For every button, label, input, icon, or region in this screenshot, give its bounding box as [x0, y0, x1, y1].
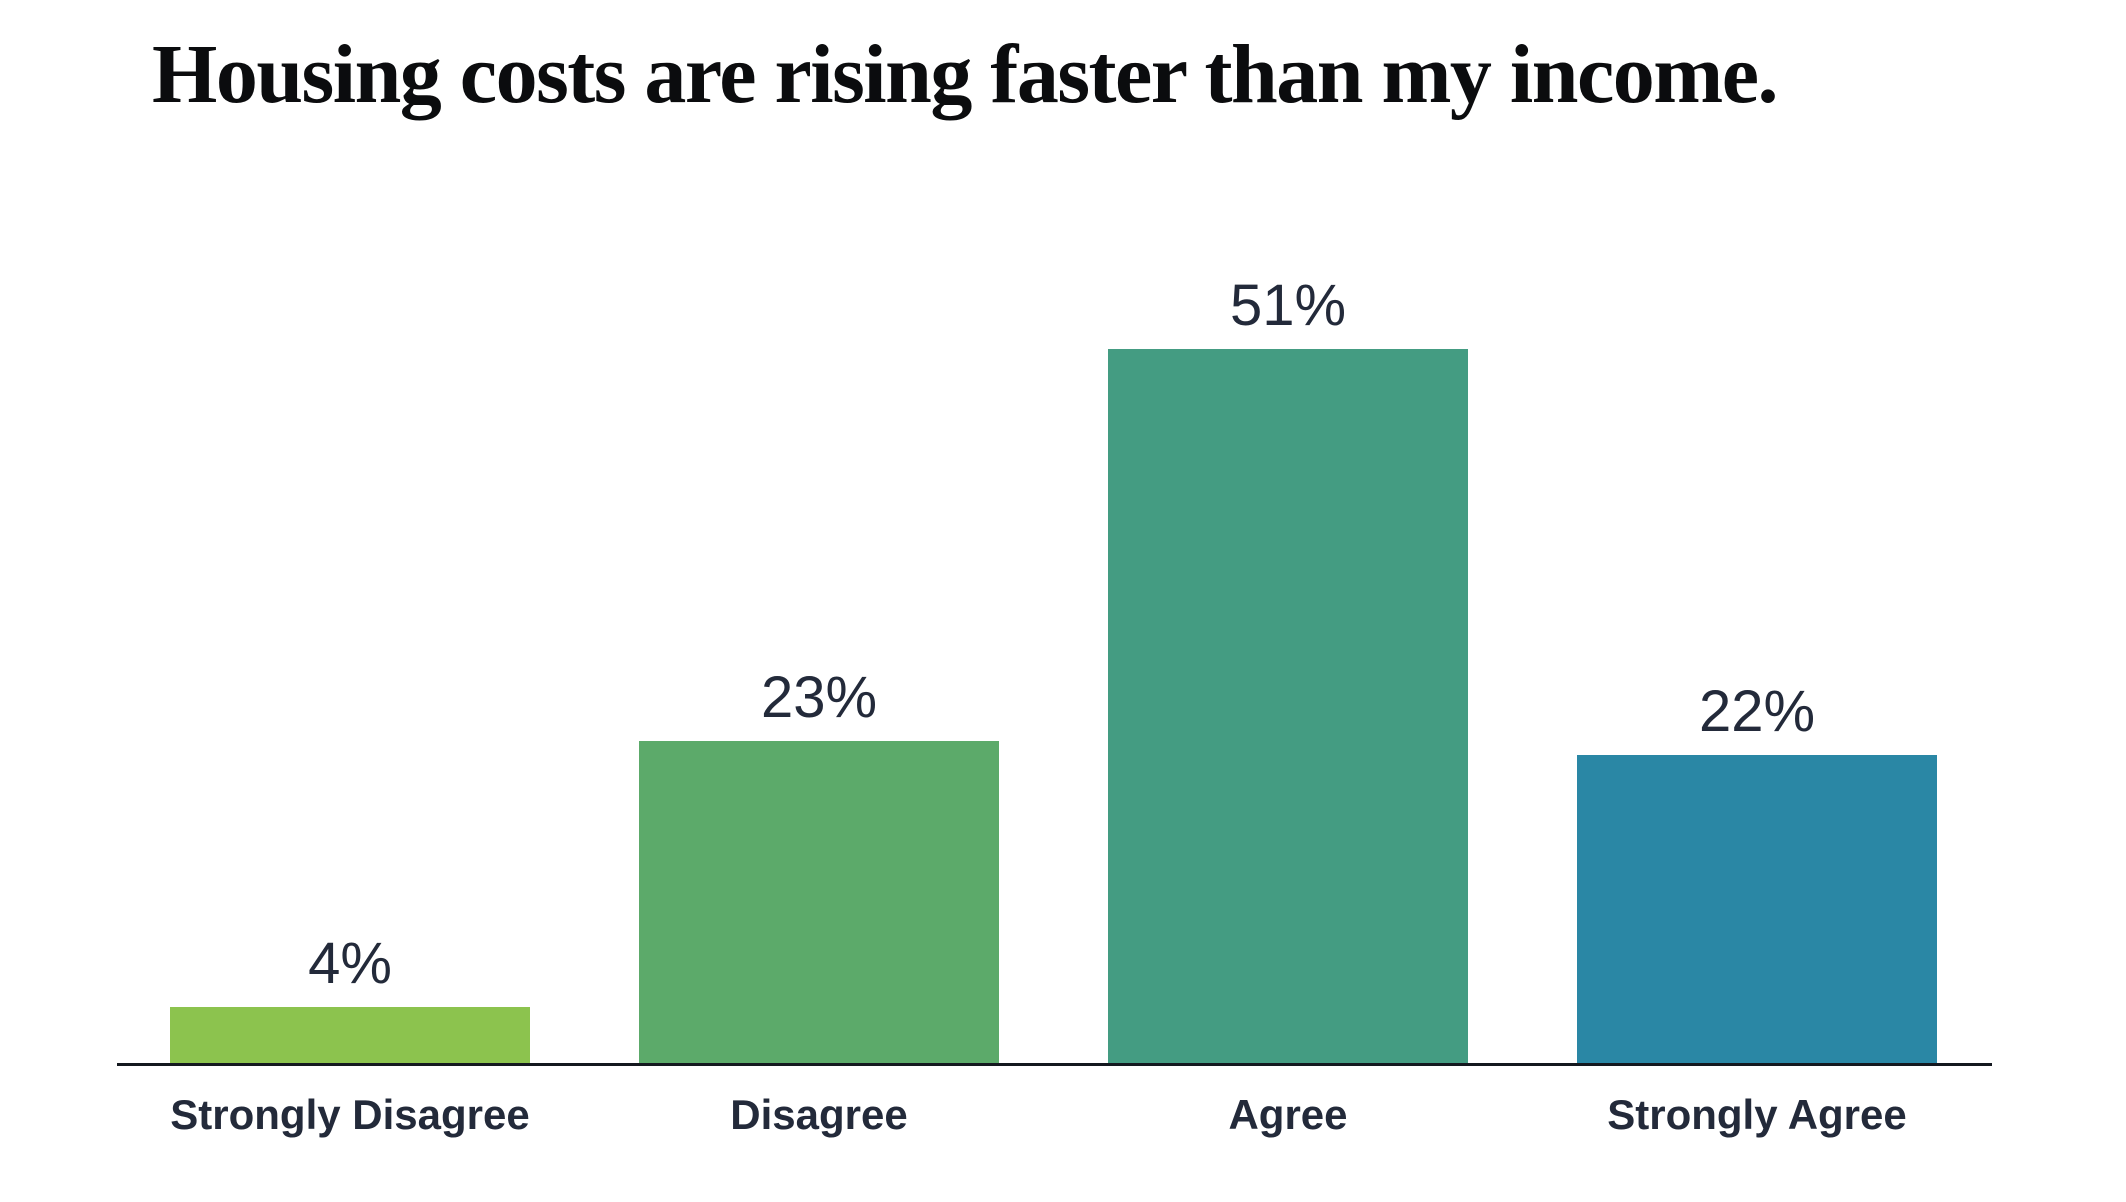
bar-group-strongly-agree: 22%	[1577, 683, 1937, 1063]
bar-group-agree: 51%	[1108, 277, 1468, 1063]
value-label-disagree: 23%	[760, 665, 878, 730]
bar-group-disagree: 23%	[639, 669, 999, 1063]
x-label-agree: Agree	[1228, 1091, 1348, 1138]
chart-title: Housing costs are rising faster than my …	[152, 28, 1779, 121]
bar-strongly-disagree	[170, 1007, 530, 1063]
bar-group-strongly-disagree: 4%	[170, 935, 530, 1063]
bar-agree	[1108, 349, 1468, 1063]
x-label-strongly-disagree: Strongly Disagree	[170, 1091, 530, 1138]
x-label-strongly-agree: Strongly Agree	[1607, 1091, 1907, 1138]
bar-strongly-agree	[1577, 755, 1937, 1063]
x-axis-line	[117, 1063, 1992, 1066]
plot-area: 4% 23% 51% 22%	[170, 277, 1937, 1063]
value-label-strongly-disagree: 4%	[308, 931, 392, 996]
value-label-strongly-agree: 22%	[1698, 679, 1816, 744]
bar-disagree	[639, 741, 999, 1063]
x-label-disagree: Disagree	[730, 1091, 908, 1138]
value-label-agree: 51%	[1229, 273, 1347, 338]
x-axis-labels: Strongly Disagree Disagree Agree Strongly A…	[170, 1091, 1937, 1138]
